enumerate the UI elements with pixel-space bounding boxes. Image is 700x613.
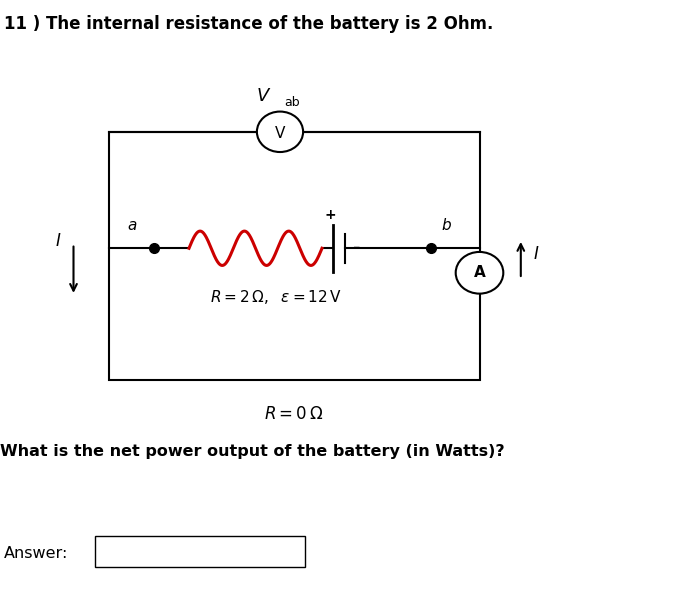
Text: $R = 0\,\Omega$: $R = 0\,\Omega$: [265, 405, 323, 422]
Text: +: +: [325, 208, 336, 222]
Circle shape: [456, 252, 503, 294]
Text: $R = 2\,\Omega,\ \ \varepsilon = 12\,\mathrm{V}$: $R = 2\,\Omega,\ \ \varepsilon = 12\,\ma…: [211, 288, 342, 306]
Text: V: V: [275, 126, 285, 140]
Text: I: I: [533, 245, 538, 264]
Bar: [108, 132, 480, 380]
Text: b: b: [441, 218, 451, 233]
Text: 11 ) The internal resistance of the battery is 2 Ohm.: 11 ) The internal resistance of the batt…: [4, 15, 493, 33]
Text: What is the net power output of the battery (in Watts)?: What is the net power output of the batt…: [0, 444, 505, 459]
Bar: [94, 536, 304, 567]
Text: $\it{V}$: $\it{V}$: [256, 88, 272, 105]
Circle shape: [257, 112, 303, 152]
Text: Answer:: Answer:: [4, 546, 68, 560]
Text: A: A: [474, 265, 485, 280]
Text: I: I: [56, 232, 60, 249]
Text: -: -: [354, 239, 361, 257]
Text: a: a: [127, 218, 136, 233]
Text: ab: ab: [284, 96, 300, 109]
